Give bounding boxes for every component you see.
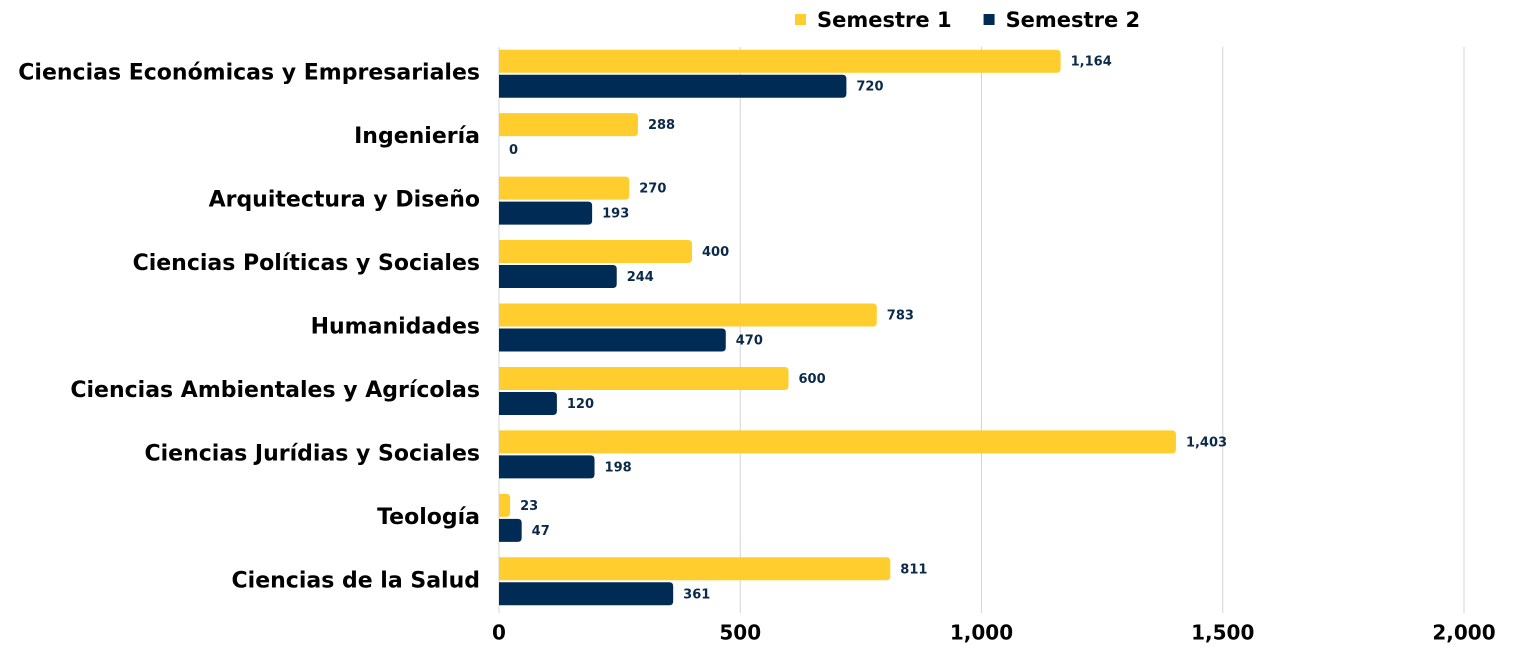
value-label: 470 xyxy=(736,334,763,349)
bar xyxy=(499,557,891,581)
bar xyxy=(499,493,511,517)
bar xyxy=(499,582,674,606)
value-label: 783 xyxy=(887,309,914,324)
value-label: 244 xyxy=(627,270,654,285)
bar xyxy=(499,201,593,225)
bar xyxy=(499,49,1061,73)
bar xyxy=(499,328,726,352)
bar xyxy=(499,430,1176,454)
bar xyxy=(499,455,595,479)
legend-swatch xyxy=(795,14,806,25)
value-label: 270 xyxy=(639,182,666,197)
value-label: 811 xyxy=(900,562,927,577)
category-label: Ciencias Políticas y Sociales xyxy=(133,251,480,276)
value-label: 400 xyxy=(702,245,729,260)
value-label: 193 xyxy=(602,207,629,222)
value-label: 720 xyxy=(856,80,883,95)
bar xyxy=(499,74,847,98)
value-label: 361 xyxy=(683,587,710,602)
category-label: Ingeniería xyxy=(354,124,480,149)
value-label: 198 xyxy=(605,460,632,475)
bar xyxy=(499,265,617,289)
x-tick-label: 1,000 xyxy=(950,621,1013,645)
x-tick-label: 0 xyxy=(492,621,506,645)
bar xyxy=(499,366,789,390)
value-label: 1,164 xyxy=(1071,55,1112,70)
bar xyxy=(499,303,877,327)
bar xyxy=(499,240,692,264)
category-label: Ciencias de la Salud xyxy=(232,568,480,593)
category-label: Teología xyxy=(377,505,480,530)
value-label: 600 xyxy=(799,372,826,387)
category-label: Ciencias Jurídias y Sociales xyxy=(144,441,480,466)
value-label: 0 xyxy=(509,143,518,158)
value-label: 120 xyxy=(567,397,594,412)
category-label: Arquitectura y Diseño xyxy=(209,188,480,213)
x-tick-label: 2,000 xyxy=(1432,621,1495,645)
value-label: 288 xyxy=(648,118,675,133)
category-label: Humanidades xyxy=(311,315,480,340)
bar xyxy=(499,113,638,137)
legend-label: Semestre 2 xyxy=(1006,8,1141,32)
value-label: 1,403 xyxy=(1186,435,1227,450)
legend-swatch xyxy=(983,14,995,25)
x-tick-label: 1,500 xyxy=(1191,621,1254,645)
bar xyxy=(499,518,522,542)
bar xyxy=(499,176,630,200)
value-label: 23 xyxy=(520,499,538,514)
legend-label: Semestre 1 xyxy=(817,8,952,32)
category-label: Ciencias Económicas y Empresariales xyxy=(18,61,480,86)
category-label: Ciencias Ambientales y Agrícolas xyxy=(70,378,480,403)
value-label: 47 xyxy=(532,524,550,539)
x-tick-label: 500 xyxy=(719,621,761,645)
bar xyxy=(499,391,557,415)
